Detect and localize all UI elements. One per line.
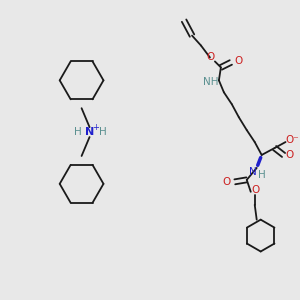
Text: O: O [223,177,231,187]
Text: O: O [252,185,260,195]
Text: +: + [92,123,99,132]
Text: O: O [285,150,294,160]
Text: H: H [100,127,107,137]
Text: O: O [235,56,243,66]
Text: NH: NH [203,77,219,87]
Text: H: H [74,127,82,137]
Text: O⁻: O⁻ [286,135,299,145]
Text: H: H [258,170,266,180]
Text: O: O [207,52,215,62]
Text: N: N [249,167,256,177]
Text: N: N [85,127,94,137]
